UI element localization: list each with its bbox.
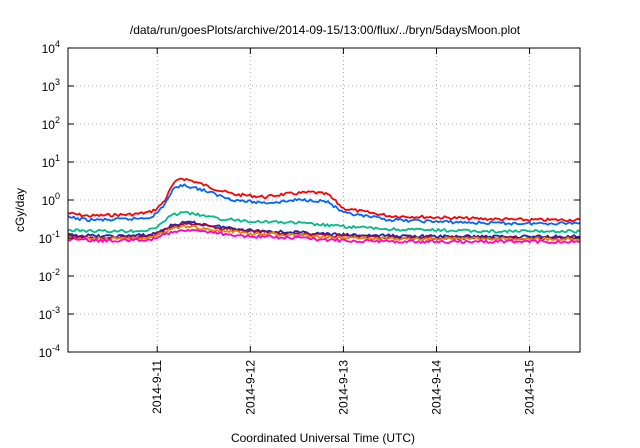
y-tick-label: 101: [42, 153, 60, 170]
y-axis-label: cGy/day: [13, 188, 27, 232]
series-line-7: [67, 228, 581, 244]
series-line-3: [67, 210, 581, 234]
y-tick-label: 10-1: [39, 229, 60, 246]
x-tick-label: 2014-9-14: [429, 360, 443, 415]
series-line-6: [67, 224, 581, 242]
y-tick-labels: 10-4 10-3 10-2 10-1 100 101 102 103 104: [39, 39, 60, 360]
x-tick-label: 2014-9-11: [150, 360, 164, 414]
y-tick-label: 100: [42, 191, 60, 208]
y-tick-label: 10-4: [39, 343, 60, 360]
y-tick-label: 104: [42, 39, 60, 56]
series-line-4: [67, 220, 581, 239]
series-line-5: [67, 222, 581, 241]
tick-marks: [68, 47, 580, 353]
y-tick-label: 10-2: [39, 267, 60, 284]
series-line-2: [67, 183, 581, 226]
y-tick-label: 102: [42, 115, 60, 132]
y-tick-label: 103: [42, 77, 60, 94]
x-axis-label: Coordinated Universal Time (UTC): [231, 431, 415, 445]
series-group: [67, 177, 581, 244]
x-tick-label: 2014-9-15: [523, 360, 537, 415]
y-tick-label: 10-3: [39, 305, 60, 322]
x-tick-label: 2014-9-13: [336, 360, 350, 415]
grid-lines: [68, 48, 580, 352]
chart-title: /data/run/goesPlots/archive/2014-09-15/1…: [130, 23, 521, 37]
series-line-1: [67, 177, 581, 223]
x-tick-labels: 2014-9-11 2014-9-12 2014-9-13 2014-9-14 2014…: [150, 360, 536, 415]
x-tick-label: 2014-9-12: [243, 360, 257, 415]
